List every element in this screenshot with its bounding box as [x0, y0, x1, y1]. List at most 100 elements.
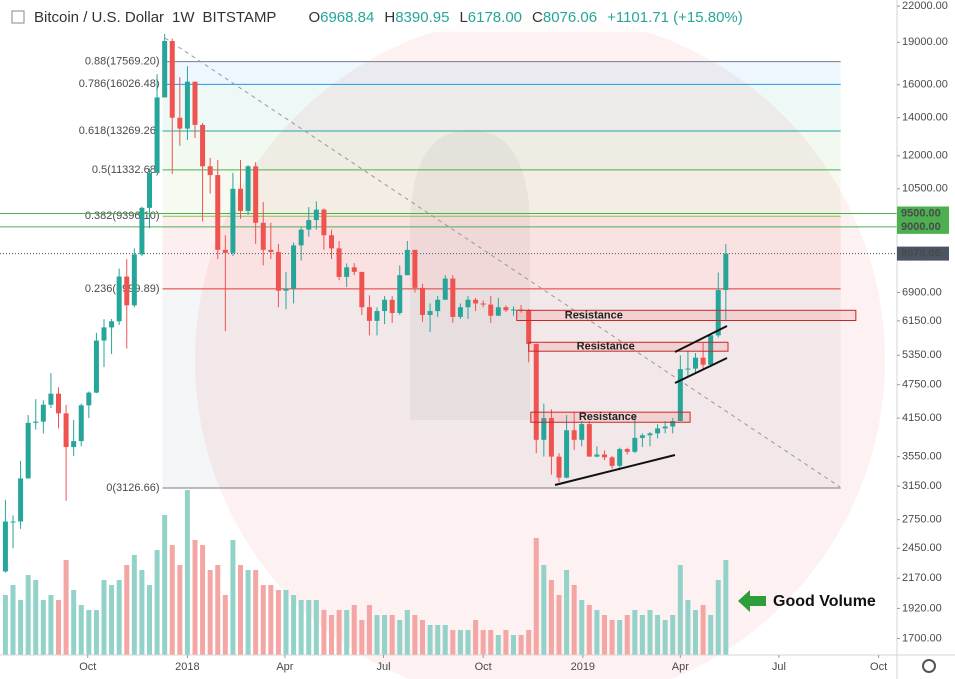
- candle-body: [457, 307, 463, 317]
- volume-bar: [10, 585, 16, 655]
- x-tick-label: Apr: [276, 661, 293, 673]
- candle-body: [609, 457, 615, 466]
- candle-body: [366, 307, 372, 321]
- y-tick-label: 6150.00: [902, 315, 942, 327]
- candle-body: [78, 405, 84, 442]
- candle-body: [86, 392, 92, 406]
- price-tag-label: 8076.06: [901, 248, 941, 260]
- volume-bar: [457, 630, 463, 655]
- volume-bar: [207, 570, 213, 655]
- volume-bar: [33, 580, 39, 655]
- candle-body: [344, 267, 350, 277]
- price-tag: [897, 246, 949, 261]
- volume-bar: [116, 580, 122, 655]
- candle-body: [359, 271, 365, 308]
- trend-line: [674, 357, 728, 384]
- volume-bar: [442, 625, 448, 655]
- fib-band: [162, 84, 841, 131]
- trend-line: [164, 37, 841, 488]
- candle-body: [480, 303, 486, 305]
- candle-body: [708, 335, 714, 365]
- resistance-box: [530, 411, 691, 423]
- candle-body: [639, 435, 645, 438]
- price-tag-label: 9500.00: [901, 207, 941, 219]
- fib-label: 0(3126.66): [106, 482, 159, 494]
- candle-body: [693, 357, 698, 369]
- volume-bar: [427, 625, 433, 655]
- volume-bar: [556, 595, 562, 655]
- trend-lines: [554, 325, 728, 486]
- y-tick-label: 5350.00: [902, 349, 942, 361]
- candle-body: [298, 229, 304, 246]
- volume-bar: [473, 620, 479, 655]
- resistance-box: [528, 341, 729, 352]
- candle-body: [351, 267, 357, 272]
- volume-bar: [329, 615, 334, 655]
- candle-body: [685, 368, 691, 370]
- settings[interactable]: [922, 659, 936, 673]
- volume-bar: [708, 615, 714, 655]
- field-key: C: [532, 9, 543, 26]
- candle-body: [571, 430, 577, 440]
- volume-bar: [480, 630, 486, 655]
- y-tick-label: 3150.00: [902, 480, 942, 492]
- volume-bar: [169, 545, 175, 655]
- candle-body: [260, 222, 266, 250]
- volume-bar: [154, 550, 160, 655]
- volume-bar: [351, 605, 357, 655]
- volume-bar: [382, 615, 388, 655]
- volume-bar: [268, 585, 274, 655]
- y-tick-label: 3550.00: [902, 451, 942, 463]
- y-tick-label: 12000.00: [902, 150, 948, 162]
- volume-bar: [93, 610, 99, 655]
- candle-body: [207, 166, 213, 176]
- volume-bar: [647, 610, 653, 655]
- volume-bar: [40, 600, 46, 655]
- note: Good Volume: [773, 593, 876, 610]
- volume-bar: [245, 570, 251, 655]
- volume-bar: [404, 610, 410, 655]
- volume-bar: [2, 595, 8, 655]
- candle-body: [382, 299, 388, 312]
- y-tick-label: 14000.00: [902, 112, 948, 124]
- field-value: 6178.00: [468, 9, 522, 26]
- volume-bar: [541, 565, 547, 655]
- volume-bar: [632, 610, 638, 655]
- watermark-logo: [410, 130, 530, 420]
- volume-bar: [602, 615, 607, 655]
- resistance-box: [516, 309, 857, 321]
- x-tick-label: Oct: [475, 661, 492, 673]
- candle-body: [548, 418, 554, 457]
- fib-label: 0.382(9396.10): [85, 210, 160, 222]
- volume-bar: [465, 630, 471, 655]
- candle-body: [586, 424, 592, 457]
- candle-body: [374, 311, 380, 321]
- candle-body: [25, 422, 31, 479]
- volume-bar: [594, 610, 600, 655]
- volume-bar: [238, 565, 243, 655]
- candle-body: [131, 254, 137, 306]
- candle-body: [511, 309, 516, 311]
- change: +1101.71 (+15.80%): [607, 9, 743, 26]
- volume-bar: [412, 615, 418, 655]
- candle-body: [238, 188, 243, 211]
- volume-bar: [586, 605, 592, 655]
- x-tick-label: 2019: [571, 661, 595, 673]
- candle-body: [397, 275, 403, 313]
- candle-body: [124, 276, 130, 306]
- volume-bar: [526, 630, 532, 655]
- y-tick-label: 1700.00: [902, 632, 942, 644]
- arrow: [738, 590, 766, 612]
- resistance-label: Resistance: [579, 411, 637, 423]
- volume-bar: [215, 565, 221, 655]
- volume-bar: [56, 600, 61, 655]
- fib-label: 0.786(16026.48): [79, 78, 160, 90]
- volume-bar: [192, 540, 198, 655]
- volume-bar: [139, 570, 145, 655]
- resistance-label: Resistance: [565, 309, 623, 321]
- volume-bar: [131, 555, 137, 655]
- volume-bar: [533, 538, 539, 655]
- icon[interactable]: [11, 10, 25, 24]
- volume-bar: [723, 560, 729, 655]
- candle-body: [291, 245, 297, 289]
